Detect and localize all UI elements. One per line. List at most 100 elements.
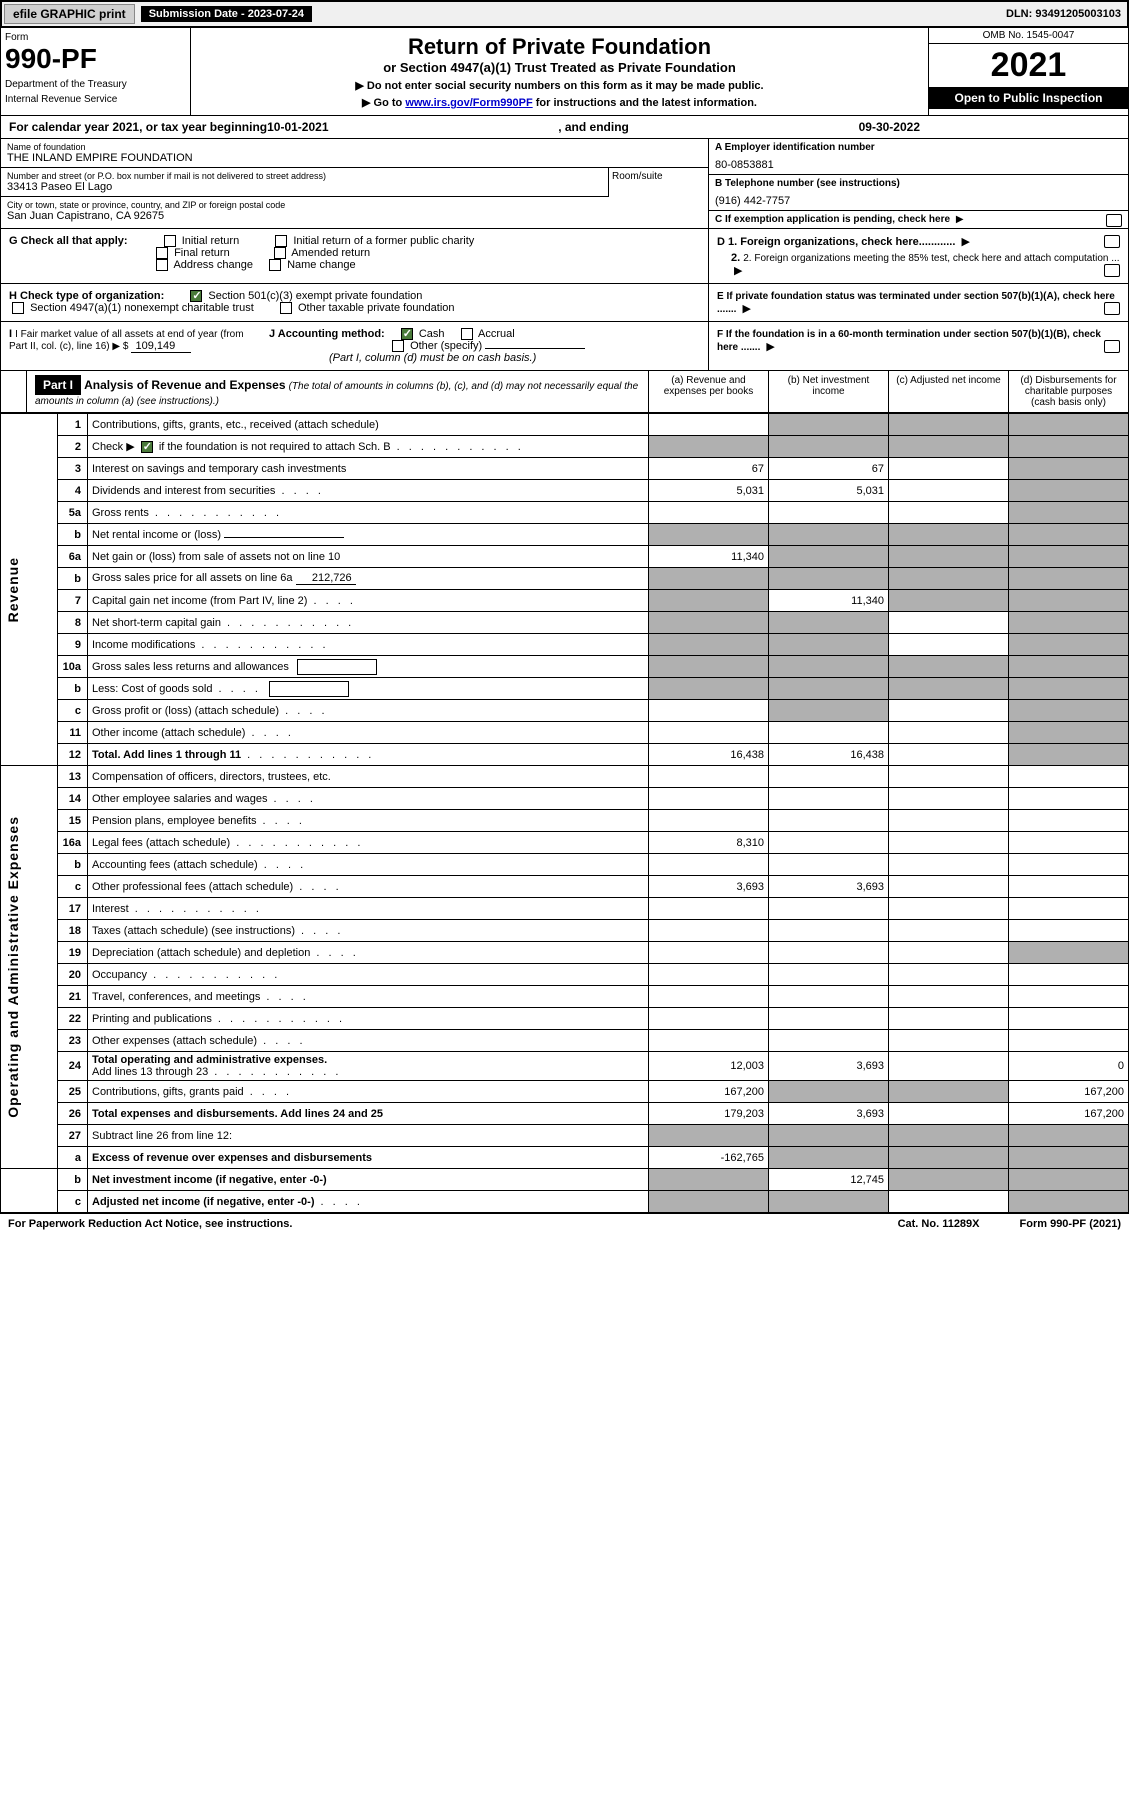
row-16c: cOther professional fees (attach schedul… — [1, 876, 1129, 898]
address-change-checkbox[interactable] — [156, 259, 168, 271]
city: San Juan Capistrano, CA 92675 — [7, 210, 702, 222]
final-return-checkbox[interactable] — [156, 247, 168, 259]
other-taxable-checkbox[interactable] — [280, 302, 292, 314]
city-label: City or town, state or province, country… — [7, 200, 702, 210]
row-20: 20Occupancy — [1, 964, 1129, 986]
city-cell: City or town, state or province, country… — [1, 197, 708, 225]
row-4: 4Dividends and interest from securities5… — [1, 480, 1129, 502]
footer-left: For Paperwork Reduction Act Notice, see … — [8, 1218, 292, 1230]
ssn-warning: ▶ Do not enter social security numbers o… — [197, 79, 922, 92]
form-number: 990-PF — [5, 43, 186, 75]
cash-basis-note: (Part I, column (d) must be on cash basi… — [329, 352, 536, 364]
row-8: 8Net short-term capital gain — [1, 612, 1129, 634]
row-15: 15Pension plans, employee benefits — [1, 810, 1129, 832]
efile-button[interactable]: efile GRAPHIC print — [4, 4, 135, 24]
row-27c: cAdjusted net income (if negative, enter… — [1, 1191, 1129, 1213]
goto-line: ▶ Go to www.irs.gov/Form990PF for instru… — [197, 96, 922, 109]
calyear-prefix: For calendar year 2021, or tax year begi… — [9, 120, 267, 134]
d1-label: D 1. Foreign organizations, check here..… — [717, 236, 955, 248]
accrual-label: Accrual — [478, 328, 515, 340]
header-left: Form 990-PF Department of the Treasury I… — [1, 28, 191, 115]
e-checkbox[interactable] — [1104, 302, 1120, 315]
calyear-end: 09-30-2022 — [859, 120, 920, 134]
sec4947-checkbox[interactable] — [12, 302, 24, 314]
revenue-vertical-label: Revenue — [5, 557, 21, 622]
row-12: 12Total. Add lines 1 through 1116,43816,… — [1, 744, 1129, 766]
phone-value: (916) 442-7757 — [715, 195, 1122, 207]
row-25: 25Contributions, gifts, grants paid167,2… — [1, 1081, 1129, 1103]
row-11: 11Other income (attach schedule) — [1, 722, 1129, 744]
part1-title: Analysis of Revenue and Expenses — [84, 378, 285, 392]
info-block: Name of foundation THE INLAND EMPIRE FOU… — [0, 139, 1129, 229]
other-method-label: Other (specify) — [410, 340, 482, 352]
d1-checkbox[interactable] — [1104, 235, 1120, 248]
other-taxable-label: Other taxable private foundation — [298, 302, 455, 314]
row-27: 27Subtract line 26 from line 12: — [1, 1125, 1129, 1147]
f-checkbox[interactable] — [1104, 340, 1120, 353]
exemption-checkbox[interactable] — [1106, 214, 1122, 227]
initial-return-label: Initial return — [182, 235, 239, 247]
row-6a: 6aNet gain or (loss) from sale of assets… — [1, 546, 1129, 568]
row-10b: bLess: Cost of goods sold — [1, 678, 1129, 700]
accrual-checkbox[interactable] — [461, 328, 473, 340]
i-label: I Fair market value of all assets at end… — [9, 329, 244, 352]
row-3: 3Interest on savings and temporary cash … — [1, 458, 1129, 480]
info-right: A Employer identification number 80-0853… — [708, 139, 1128, 228]
schb-checkbox[interactable] — [141, 441, 153, 453]
e-label: E If private foundation status was termi… — [717, 291, 1115, 315]
room-cell: Room/suite — [608, 168, 708, 197]
row-14: 14Other employee salaries and wages — [1, 788, 1129, 810]
section-e: E If private foundation status was termi… — [708, 284, 1128, 321]
row-16b: bAccounting fees (attach schedule) — [1, 854, 1129, 876]
header-right: OMB No. 1545-0047 2021 Open to Public In… — [928, 28, 1128, 115]
sec4947-label: Section 4947(a)(1) nonexempt charitable … — [30, 302, 254, 314]
r6b-value: 212,726 — [296, 572, 356, 585]
initial-former-checkbox[interactable] — [275, 235, 287, 247]
cash-checkbox[interactable] — [401, 328, 413, 340]
submission-date: Submission Date - 2023-07-24 — [141, 6, 312, 22]
sec501-checkbox[interactable] — [190, 290, 202, 302]
section-f: F If the foundation is in a 60-month ter… — [708, 322, 1128, 370]
addr-label: Number and street (or P.O. box number if… — [7, 171, 602, 181]
col-d-header: (d) Disbursements for charitable purpose… — [1008, 371, 1128, 412]
row-13: Operating and Administrative Expenses 13… — [1, 766, 1129, 788]
row-24: 24Total operating and administrative exp… — [1, 1052, 1129, 1081]
exemption-cell: C If exemption application is pending, c… — [709, 211, 1128, 228]
row-22: 22Printing and publications — [1, 1008, 1129, 1030]
calyear-begin: 10-01-2021 — [267, 120, 328, 134]
row-26: 26Total expenses and disbursements. Add … — [1, 1103, 1129, 1125]
part1-label: Part I — [35, 375, 81, 395]
initial-return-checkbox[interactable] — [164, 235, 176, 247]
section-i: I I Fair market value of all assets at e… — [0, 322, 1129, 371]
part1-table: Revenue 1Contributions, gifts, grants, e… — [0, 413, 1129, 1213]
address-cell: Number and street (or P.O. box number if… — [1, 168, 608, 197]
ein-value: 80-0853881 — [715, 159, 1122, 171]
foundation-name: THE INLAND EMPIRE FOUNDATION — [7, 152, 702, 164]
col-b-header: (b) Net investment income — [768, 371, 888, 412]
page-footer: For Paperwork Reduction Act Notice, see … — [0, 1213, 1129, 1234]
other-method-checkbox[interactable] — [392, 340, 404, 352]
irs-link[interactable]: www.irs.gov/Form990PF — [405, 97, 532, 109]
info-left: Name of foundation THE INLAND EMPIRE FOU… — [1, 139, 708, 228]
foundation-name-cell: Name of foundation THE INLAND EMPIRE FOU… — [1, 139, 708, 168]
irs-label: Internal Revenue Service — [5, 94, 186, 105]
r2-pre: Check ▶ — [92, 441, 138, 453]
form-header: Form 990-PF Department of the Treasury I… — [0, 28, 1129, 116]
top-bar: efile GRAPHIC print Submission Date - 20… — [0, 0, 1129, 28]
row-17: 17Interest — [1, 898, 1129, 920]
row-27b: bNet investment income (if negative, ent… — [1, 1169, 1129, 1191]
name-change-checkbox[interactable] — [269, 259, 281, 271]
address-change-label: Address change — [173, 259, 253, 271]
row-7: 7Capital gain net income (from Part IV, … — [1, 590, 1129, 612]
row-6b: bGross sales price for all assets on lin… — [1, 568, 1129, 590]
amended-checkbox[interactable] — [274, 247, 286, 259]
j-label: J Accounting method: — [269, 328, 385, 340]
sec501-label: Section 501(c)(3) exempt private foundat… — [208, 290, 422, 302]
d2-checkbox[interactable] — [1104, 264, 1120, 277]
name-label: Name of foundation — [7, 142, 702, 152]
section-g: G Check all that apply: Initial return I… — [0, 229, 1129, 284]
row-21: 21Travel, conferences, and meetings — [1, 986, 1129, 1008]
g-label: G Check all that apply: — [9, 235, 128, 247]
ein-cell: A Employer identification number 80-0853… — [709, 139, 1128, 175]
row-1: Revenue 1Contributions, gifts, grants, e… — [1, 414, 1129, 436]
